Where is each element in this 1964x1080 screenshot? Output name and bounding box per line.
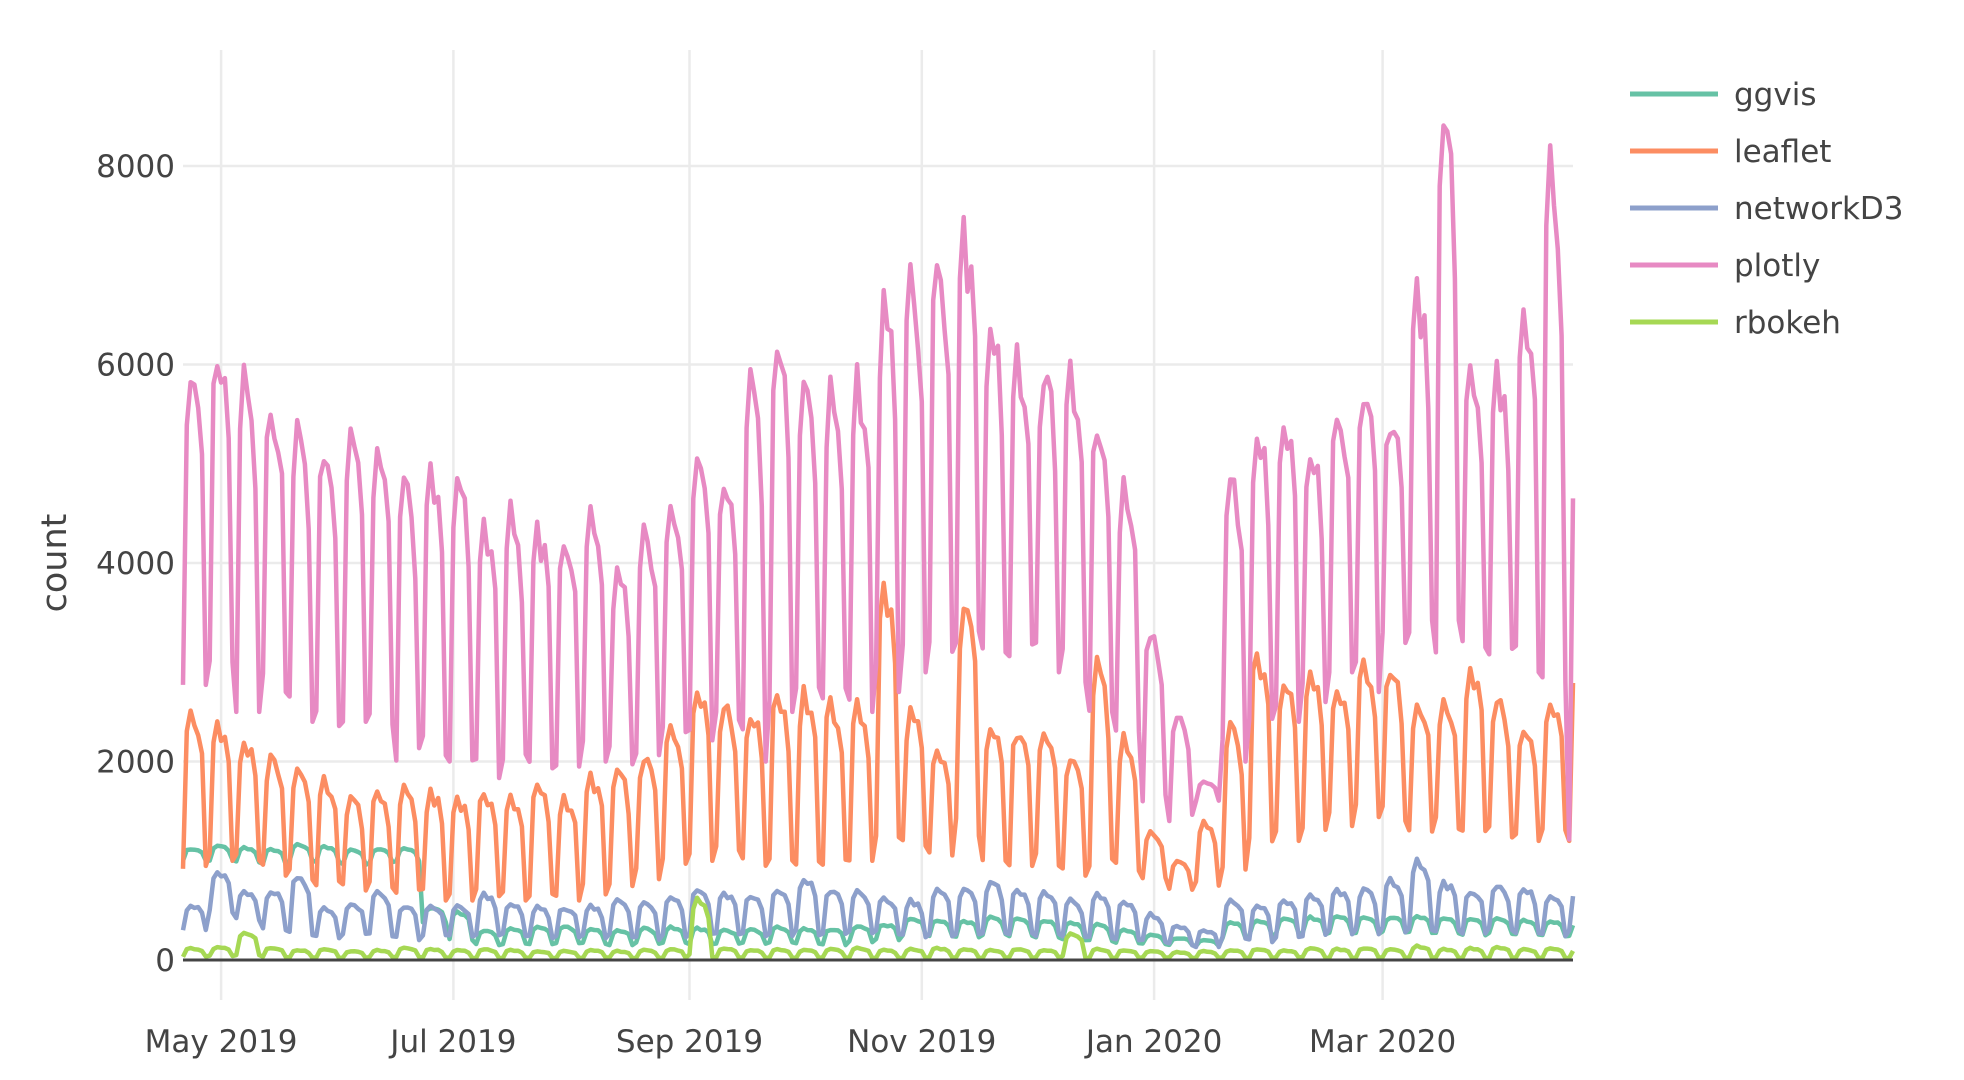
y-axis-title: count <box>35 514 75 613</box>
series-layer <box>180 123 1576 961</box>
legend-item-networkD3[interactable]: networkD3 <box>1630 191 1904 227</box>
legend-item-rbokeh[interactable]: rbokeh <box>1630 305 1841 341</box>
series-line-plotly <box>180 123 1576 842</box>
y-axis-ticks: 0 2000 4000 6000 8000 <box>96 149 175 979</box>
series-line-networkD3 <box>180 856 1576 950</box>
legend-label: rbokeh <box>1734 305 1841 341</box>
y-tick-label: 8000 <box>96 149 175 185</box>
series-line-leaflet <box>180 580 1576 903</box>
series-line-ggvis <box>180 841 1576 949</box>
legend-label: networkD3 <box>1734 191 1904 227</box>
legend-label: plotly <box>1734 248 1820 284</box>
legend-item-plotly[interactable]: plotly <box>1630 248 1820 284</box>
x-tick-label: May 2019 <box>145 1024 298 1060</box>
x-tick-label: Mar 2020 <box>1309 1024 1456 1060</box>
legend-label: leaflet <box>1734 134 1831 170</box>
series-line-rbokeh <box>180 895 1575 961</box>
x-tick-label: Jan 2020 <box>1084 1024 1223 1060</box>
legend-label: ggvis <box>1734 77 1816 113</box>
y-tick-label: 0 <box>155 943 175 979</box>
x-tick-label: Sep 2019 <box>616 1024 763 1060</box>
x-axis-ticks: May 2019 Jul 2019 Sep 2019 Nov 2019 Jan 2020… <box>145 1024 1457 1060</box>
y-tick-label: 6000 <box>96 348 175 384</box>
y-tick-label: 4000 <box>96 546 175 582</box>
legend-item-ggvis[interactable]: ggvis <box>1630 77 1816 113</box>
legend[interactable]: ggvis leaflet networkD3 plotly rbokeh <box>1630 77 1904 341</box>
legend-item-leaflet[interactable]: leaflet <box>1630 134 1831 170</box>
x-tick-label: Nov 2019 <box>847 1024 996 1060</box>
x-tick-label: Jul 2019 <box>388 1024 516 1060</box>
y-tick-label: 2000 <box>96 745 175 781</box>
